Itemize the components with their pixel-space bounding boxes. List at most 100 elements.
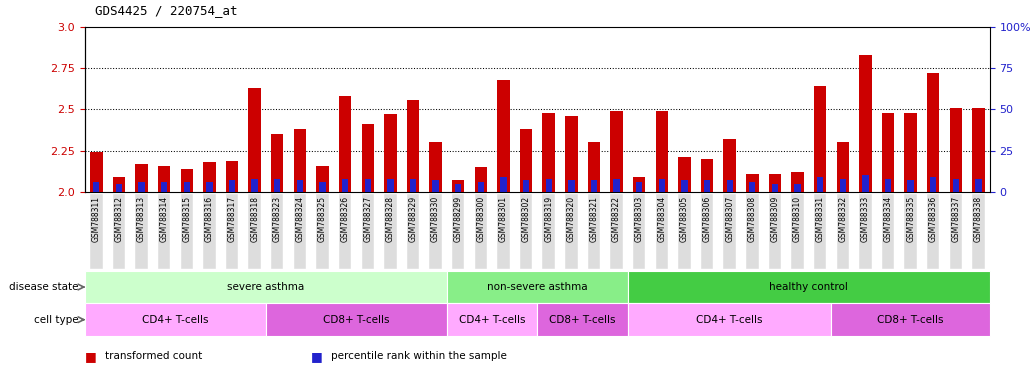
Bar xyxy=(475,167,487,192)
Bar xyxy=(927,194,939,269)
Bar xyxy=(885,179,891,192)
Text: GSM788323: GSM788323 xyxy=(273,196,282,242)
Bar xyxy=(633,177,646,192)
Text: GSM788305: GSM788305 xyxy=(680,196,689,242)
Text: GSM788308: GSM788308 xyxy=(748,196,757,242)
Text: GSM788309: GSM788309 xyxy=(770,196,780,242)
Text: CD8+ T-cells: CD8+ T-cells xyxy=(323,314,389,325)
Bar xyxy=(180,194,193,269)
Bar xyxy=(569,180,575,192)
Bar xyxy=(904,113,917,192)
Text: GSM788329: GSM788329 xyxy=(409,196,417,242)
Text: GSM788334: GSM788334 xyxy=(884,196,893,242)
Bar xyxy=(859,55,871,192)
Bar xyxy=(950,108,962,192)
Bar xyxy=(115,184,123,192)
Bar xyxy=(543,113,555,192)
Bar xyxy=(251,179,258,192)
Text: GSM788319: GSM788319 xyxy=(544,196,553,242)
Bar xyxy=(455,184,461,192)
Bar xyxy=(266,303,447,336)
Text: GSM788314: GSM788314 xyxy=(160,196,169,242)
Bar xyxy=(588,142,600,192)
Text: GSM788311: GSM788311 xyxy=(92,196,101,242)
Bar xyxy=(112,194,125,269)
Bar xyxy=(433,180,439,192)
Bar xyxy=(384,194,397,269)
Bar xyxy=(84,303,266,336)
Bar xyxy=(135,194,147,269)
Text: GSM788327: GSM788327 xyxy=(364,196,372,242)
Bar xyxy=(746,174,758,192)
Bar xyxy=(543,194,555,269)
Bar xyxy=(746,194,758,269)
Bar xyxy=(497,80,510,192)
Bar xyxy=(362,194,374,269)
Bar xyxy=(475,194,487,269)
Text: percentile rank within the sample: percentile rank within the sample xyxy=(331,351,507,361)
Bar xyxy=(791,172,803,192)
Bar xyxy=(726,180,733,192)
Text: CD4+ T-cells: CD4+ T-cells xyxy=(142,314,209,325)
Text: CD4+ T-cells: CD4+ T-cells xyxy=(696,314,763,325)
Text: GSM788301: GSM788301 xyxy=(499,196,508,242)
Bar xyxy=(538,303,628,336)
Text: cell type: cell type xyxy=(34,314,78,325)
Bar xyxy=(319,182,325,192)
Text: CD8+ T-cells: CD8+ T-cells xyxy=(549,314,616,325)
Bar xyxy=(628,303,831,336)
Text: ■: ■ xyxy=(311,350,323,363)
Text: ■: ■ xyxy=(84,350,97,363)
Bar xyxy=(836,194,849,269)
Text: GDS4425 / 220754_at: GDS4425 / 220754_at xyxy=(95,4,238,17)
Text: GSM788312: GSM788312 xyxy=(114,196,124,242)
Bar xyxy=(112,177,125,192)
Bar xyxy=(656,111,668,192)
Text: GSM788300: GSM788300 xyxy=(476,196,485,242)
Text: GSM788332: GSM788332 xyxy=(838,196,848,242)
Text: GSM788302: GSM788302 xyxy=(521,196,530,242)
Bar xyxy=(203,194,215,269)
Bar xyxy=(927,73,939,192)
Bar xyxy=(831,303,990,336)
Text: GSM788313: GSM788313 xyxy=(137,196,146,242)
Bar xyxy=(180,169,193,192)
Bar xyxy=(452,180,465,192)
Bar xyxy=(882,194,894,269)
Bar xyxy=(316,194,329,269)
Bar xyxy=(520,129,533,192)
Bar xyxy=(248,88,261,192)
Bar xyxy=(591,180,597,192)
Bar xyxy=(565,116,578,192)
Text: GSM788320: GSM788320 xyxy=(566,196,576,242)
Bar xyxy=(546,179,552,192)
Bar xyxy=(771,184,778,192)
Bar xyxy=(407,99,419,192)
Bar xyxy=(271,134,283,192)
Bar xyxy=(768,174,781,192)
Text: GSM788299: GSM788299 xyxy=(454,196,462,242)
Text: GSM788330: GSM788330 xyxy=(432,196,440,242)
Text: GSM788335: GSM788335 xyxy=(906,196,916,242)
Text: GSM788337: GSM788337 xyxy=(952,196,960,242)
Bar xyxy=(656,194,668,269)
Text: GSM788338: GSM788338 xyxy=(974,196,983,242)
Bar xyxy=(859,194,871,269)
Bar xyxy=(814,86,826,192)
Bar xyxy=(447,303,538,336)
Bar xyxy=(723,194,735,269)
Bar xyxy=(203,162,215,192)
Bar xyxy=(135,164,147,192)
Text: GSM788322: GSM788322 xyxy=(612,196,621,242)
Text: GSM788321: GSM788321 xyxy=(589,196,598,242)
Bar xyxy=(700,194,714,269)
Bar xyxy=(447,271,628,303)
Bar xyxy=(703,180,711,192)
Bar xyxy=(387,179,393,192)
Bar xyxy=(430,142,442,192)
Bar xyxy=(633,194,646,269)
Bar xyxy=(384,114,397,192)
Text: GSM788304: GSM788304 xyxy=(657,196,666,242)
Bar xyxy=(93,182,100,192)
Text: CD4+ T-cells: CD4+ T-cells xyxy=(459,314,525,325)
